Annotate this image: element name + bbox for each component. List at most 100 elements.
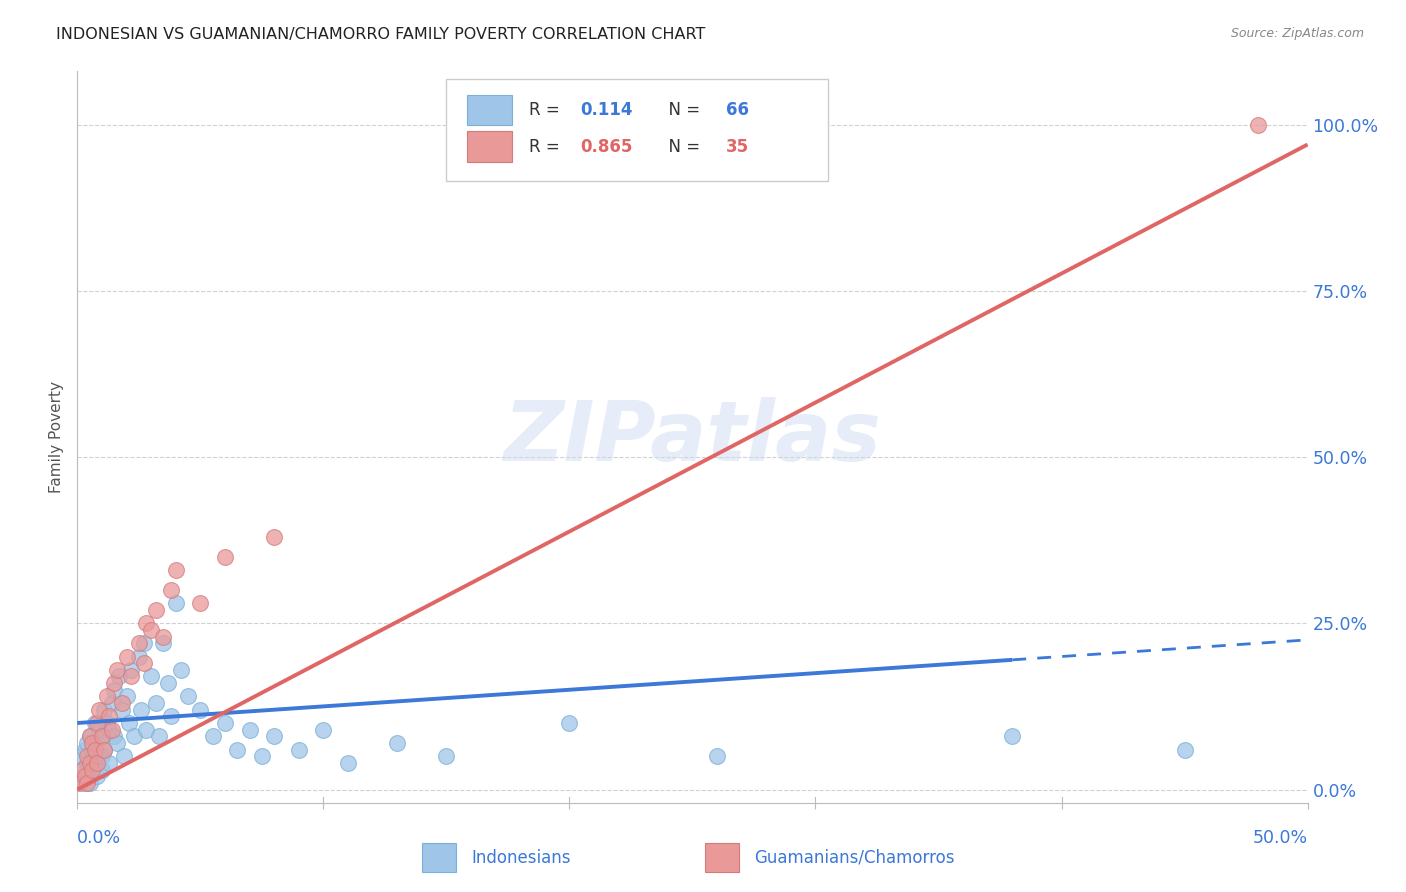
Point bbox=[1001, 729, 1024, 743]
Point bbox=[115, 649, 138, 664]
Text: 35: 35 bbox=[725, 137, 749, 156]
Point bbox=[121, 669, 143, 683]
Point bbox=[288, 742, 311, 756]
Point bbox=[157, 676, 180, 690]
Point bbox=[86, 736, 108, 750]
Point bbox=[96, 716, 118, 731]
Point bbox=[337, 756, 360, 770]
Point bbox=[385, 736, 409, 750]
Point bbox=[79, 729, 101, 743]
Point bbox=[118, 716, 141, 731]
Point bbox=[98, 756, 121, 770]
Point bbox=[89, 723, 111, 737]
Point bbox=[188, 703, 212, 717]
Point bbox=[98, 709, 121, 723]
Point bbox=[135, 616, 157, 631]
Point bbox=[82, 763, 104, 777]
Point bbox=[141, 623, 163, 637]
FancyBboxPatch shape bbox=[447, 78, 828, 181]
Point bbox=[226, 742, 249, 756]
Point bbox=[69, 776, 91, 790]
Text: 0.0%: 0.0% bbox=[77, 830, 121, 847]
Point bbox=[82, 742, 104, 756]
Text: N =: N = bbox=[658, 137, 706, 156]
Point bbox=[83, 749, 105, 764]
Point bbox=[70, 763, 93, 777]
Point bbox=[170, 663, 193, 677]
Point bbox=[165, 596, 187, 610]
Point bbox=[79, 729, 101, 743]
Point bbox=[90, 763, 114, 777]
Text: 50.0%: 50.0% bbox=[1253, 830, 1308, 847]
Point bbox=[263, 530, 285, 544]
Point bbox=[128, 649, 150, 664]
Point bbox=[93, 703, 115, 717]
Point bbox=[132, 636, 155, 650]
Point bbox=[128, 636, 150, 650]
Point bbox=[103, 729, 125, 743]
Point bbox=[135, 723, 157, 737]
Point bbox=[312, 723, 335, 737]
Point bbox=[201, 729, 224, 743]
Point bbox=[76, 736, 98, 750]
Point bbox=[73, 769, 96, 783]
Point bbox=[558, 716, 581, 731]
FancyBboxPatch shape bbox=[467, 131, 512, 162]
Point bbox=[89, 749, 111, 764]
FancyBboxPatch shape bbox=[467, 95, 512, 126]
Text: 0.865: 0.865 bbox=[581, 137, 633, 156]
Point bbox=[82, 736, 104, 750]
Point bbox=[105, 736, 128, 750]
Y-axis label: Family Poverty: Family Poverty bbox=[49, 381, 65, 493]
Point bbox=[165, 563, 187, 577]
Point bbox=[152, 636, 174, 650]
Point bbox=[1247, 118, 1270, 132]
Point bbox=[79, 776, 101, 790]
Point bbox=[132, 656, 155, 670]
Text: 0.114: 0.114 bbox=[581, 101, 633, 120]
Point bbox=[101, 696, 124, 710]
Point bbox=[145, 603, 167, 617]
Point bbox=[79, 769, 101, 783]
Text: 66: 66 bbox=[725, 101, 748, 120]
FancyBboxPatch shape bbox=[704, 843, 740, 872]
Point bbox=[90, 729, 114, 743]
Point bbox=[111, 696, 132, 710]
Point bbox=[111, 703, 132, 717]
Point bbox=[129, 703, 153, 717]
Point bbox=[141, 669, 163, 683]
Point bbox=[108, 669, 131, 683]
Point bbox=[79, 756, 101, 770]
Text: INDONESIAN VS GUAMANIAN/CHAMORRO FAMILY POVERTY CORRELATION CHART: INDONESIAN VS GUAMANIAN/CHAMORRO FAMILY … bbox=[56, 27, 706, 42]
Point bbox=[250, 749, 273, 764]
Point bbox=[73, 776, 96, 790]
Point bbox=[122, 729, 145, 743]
Point bbox=[93, 742, 115, 756]
Point bbox=[89, 703, 111, 717]
Point bbox=[115, 690, 138, 704]
Point bbox=[214, 716, 236, 731]
Point bbox=[105, 663, 128, 677]
Point bbox=[188, 596, 212, 610]
Point bbox=[76, 776, 98, 790]
Point bbox=[70, 763, 93, 777]
Point bbox=[103, 676, 125, 690]
Point bbox=[83, 716, 105, 731]
Point bbox=[90, 749, 114, 764]
Point bbox=[1174, 742, 1197, 756]
Point bbox=[76, 756, 98, 770]
Point bbox=[263, 729, 285, 743]
Point bbox=[76, 749, 98, 764]
Point bbox=[112, 749, 135, 764]
Text: ZIPatlas: ZIPatlas bbox=[503, 397, 882, 477]
Text: R =: R = bbox=[529, 137, 565, 156]
Point bbox=[152, 630, 174, 644]
Point bbox=[86, 756, 108, 770]
Point bbox=[82, 763, 104, 777]
Point bbox=[706, 749, 728, 764]
Text: N =: N = bbox=[658, 101, 706, 120]
Text: Guamanians/Chamorros: Guamanians/Chamorros bbox=[754, 848, 955, 867]
Point bbox=[69, 749, 91, 764]
Point bbox=[148, 729, 170, 743]
Point bbox=[86, 716, 108, 731]
